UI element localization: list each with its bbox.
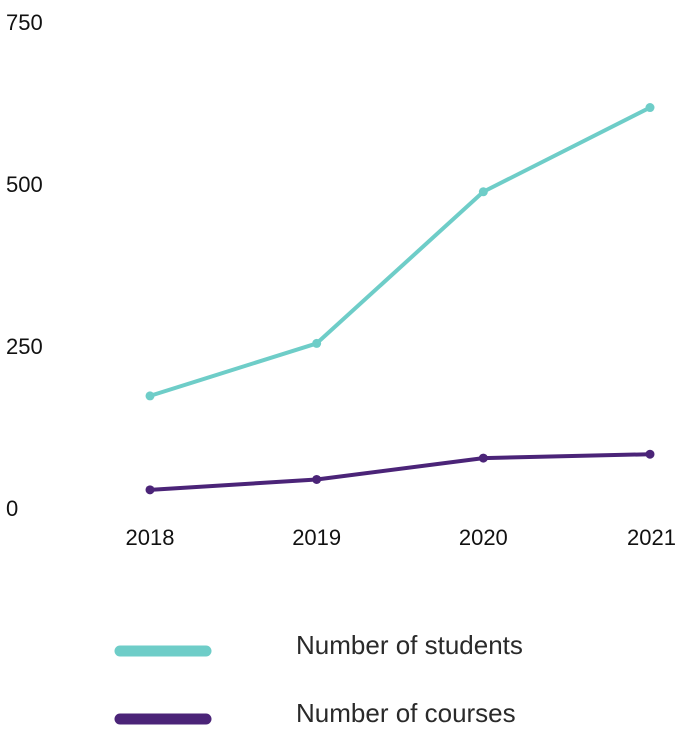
data-point — [645, 449, 655, 459]
legend-label: Number of students — [296, 630, 523, 660]
legend: Number of students Number of courses — [114, 630, 523, 728]
series-line — [148, 105, 652, 398]
series-courses — [145, 449, 655, 495]
data-point — [478, 453, 488, 463]
x-tick-label: 2019 — [292, 525, 341, 550]
data-point — [312, 338, 322, 348]
y-axis: 0 250 500 750 — [6, 10, 43, 521]
data-point — [478, 187, 488, 197]
y-tick-label: 250 — [6, 334, 43, 359]
y-tick-label: 750 — [6, 10, 43, 35]
x-axis: 2018 2019 2020 2021 — [126, 525, 676, 550]
series-layer — [145, 103, 655, 495]
y-tick-label: 0 — [6, 496, 18, 521]
x-tick-label: 2020 — [459, 525, 508, 550]
data-point — [145, 485, 155, 495]
x-tick-label: 2021 — [627, 525, 676, 550]
series-line — [148, 452, 652, 492]
x-tick-label: 2018 — [126, 525, 175, 550]
legend-label: Number of courses — [296, 698, 516, 728]
data-point — [312, 474, 322, 484]
data-point — [145, 391, 155, 401]
data-point — [645, 103, 655, 113]
series-students — [145, 103, 655, 401]
y-tick-label: 500 — [6, 172, 43, 197]
